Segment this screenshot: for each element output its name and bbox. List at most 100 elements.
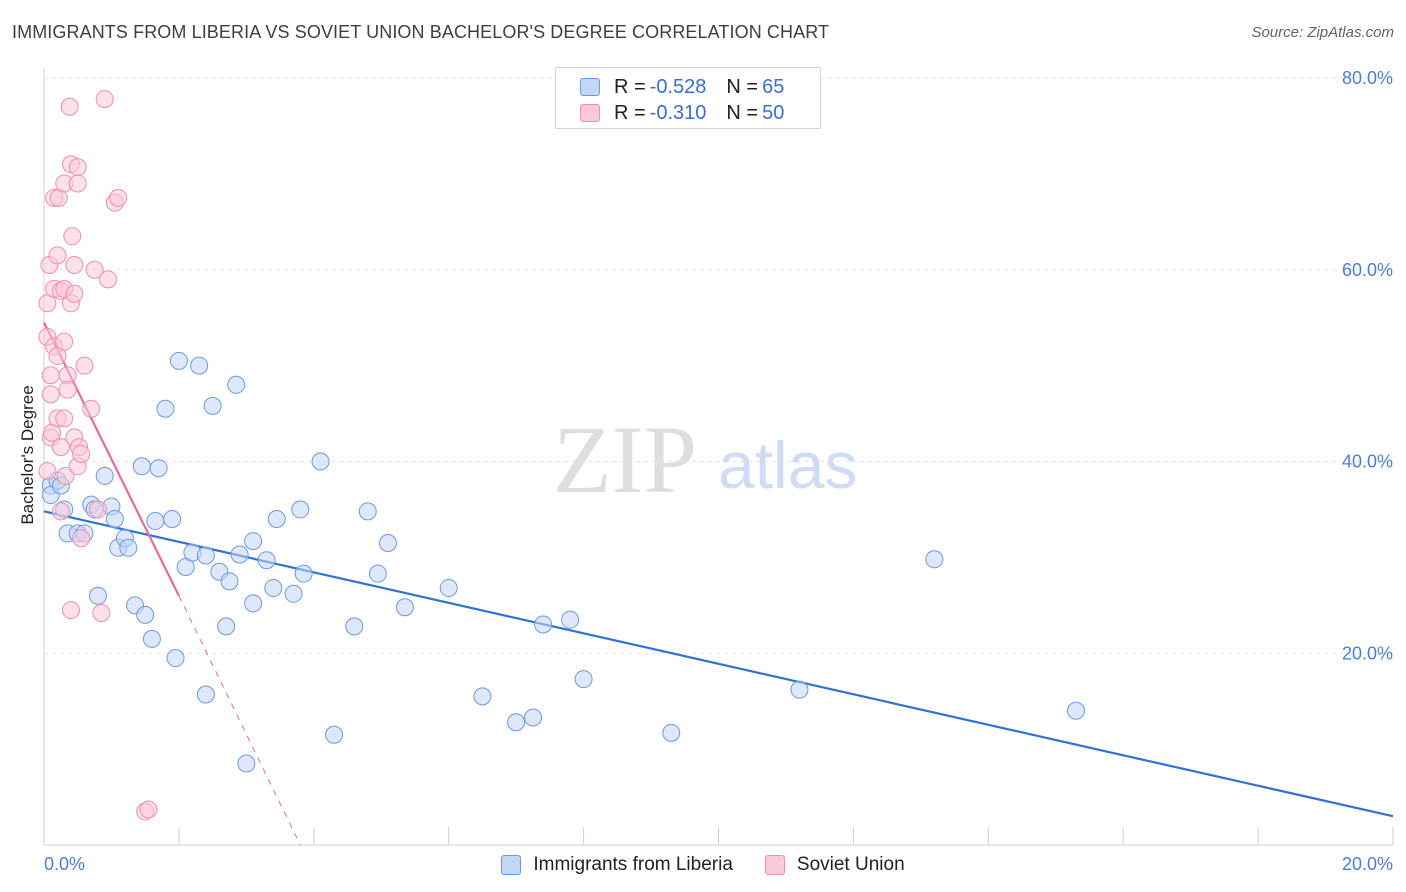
y-tick-labels: 20.0% 40.0% 60.0% 80.0% [1342, 68, 1393, 663]
watermark-atlas: atlas [718, 428, 857, 502]
stats-row-liberia: R = -0.528 N = 65 [580, 74, 784, 100]
point-liberia [244, 532, 263, 551]
point-soviet [109, 188, 128, 207]
bottom-legend: Immigrants from Liberia Soviet Union [0, 852, 1406, 878]
data-points [38, 90, 1085, 821]
legend-label-soviet: Soviet Union [796, 854, 905, 875]
y-tick-label: 80.0% [1342, 68, 1393, 88]
trendline-soviet-extension [178, 595, 301, 846]
point-liberia [925, 550, 944, 569]
point-soviet [72, 529, 91, 548]
point-liberia [291, 500, 310, 519]
point-soviet [85, 260, 104, 279]
point-soviet [65, 284, 84, 303]
point-soviet [56, 466, 75, 485]
point-liberia [507, 713, 526, 732]
x-tick-label: 20.0% [1342, 854, 1393, 874]
point-soviet [60, 97, 79, 116]
point-liberia [311, 452, 330, 471]
stats-r-value: -0.310 [649, 101, 707, 124]
point-liberia [163, 510, 182, 529]
point-liberia [217, 617, 236, 636]
point-liberia [378, 533, 397, 552]
point-soviet [72, 444, 91, 463]
point-liberia [105, 510, 124, 529]
point-liberia [156, 399, 175, 418]
point-liberia [264, 579, 283, 598]
y-tick-label: 20.0% [1342, 643, 1393, 663]
point-liberia [142, 629, 161, 648]
point-soviet [41, 366, 60, 385]
watermark-zip: ZIP [553, 406, 697, 513]
x-ticks: 0.0% 20.0% [43, 827, 1394, 874]
point-liberia [267, 510, 286, 529]
grid-lines [44, 77, 1393, 654]
legend-swatch-liberia [501, 855, 522, 875]
point-liberia [132, 457, 151, 476]
point-soviet [58, 380, 77, 399]
point-soviet [55, 409, 74, 428]
point-liberia [294, 564, 313, 583]
stats-swatch-liberia [580, 78, 600, 96]
point-liberia [136, 605, 155, 624]
legend-item-liberia[interactable]: Immigrants from Liberia [501, 854, 733, 876]
stats-row-soviet: R = -0.310 N = 50 [580, 100, 784, 126]
stats-n-label: N = [726, 101, 759, 124]
point-liberia [220, 572, 239, 591]
source-credit: Source: ZipAtlas.com [1251, 24, 1394, 41]
point-liberia [166, 649, 185, 668]
legend-label-liberia: Immigrants from Liberia [533, 854, 733, 875]
point-liberia [88, 586, 107, 605]
point-soviet [55, 332, 74, 351]
stats-n-value: 50 [762, 101, 785, 124]
stats-n-label: N = [726, 75, 759, 98]
point-liberia [1066, 701, 1085, 720]
point-liberia [284, 584, 303, 603]
watermark: ZIP atlas [553, 406, 857, 513]
point-liberia [237, 754, 256, 773]
stats-n-value: 65 [762, 75, 785, 98]
point-soviet [68, 158, 87, 177]
point-liberia [196, 685, 215, 704]
y-tick-label: 40.0% [1342, 452, 1393, 472]
point-liberia [325, 725, 344, 744]
stats-r-label: R = [614, 75, 646, 98]
point-liberia [574, 670, 593, 689]
point-liberia [196, 546, 215, 565]
point-soviet [75, 356, 94, 375]
point-soviet [41, 385, 60, 404]
point-liberia [230, 545, 249, 564]
x-tick-label: 0.0% [44, 854, 85, 874]
point-soviet [68, 174, 87, 193]
point-liberia [439, 579, 458, 598]
stats-r-value: -0.528 [649, 75, 707, 98]
point-soviet [82, 399, 101, 418]
y-tick-label: 60.0% [1342, 260, 1393, 280]
stats-legend: R = -0.528 N = 65 R = -0.310 N = 50 [555, 67, 821, 129]
point-soviet [51, 438, 70, 457]
point-liberia [244, 594, 263, 613]
y-axis-title: Bachelor's Degree [18, 385, 37, 524]
point-liberia [662, 723, 681, 742]
point-soviet [88, 500, 107, 519]
point-liberia [146, 511, 165, 530]
point-soviet [38, 462, 57, 481]
point-liberia [119, 538, 138, 557]
legend-item-soviet[interactable]: Soviet Union [764, 854, 905, 876]
point-liberia [790, 680, 809, 699]
point-liberia [190, 356, 209, 375]
point-liberia [203, 396, 222, 415]
point-liberia [227, 375, 246, 394]
point-liberia [534, 615, 553, 634]
point-soviet [95, 90, 114, 109]
point-liberia [358, 502, 377, 521]
point-soviet [92, 603, 111, 622]
point-liberia [524, 708, 543, 727]
point-soviet [63, 227, 82, 246]
point-liberia [257, 551, 276, 570]
legend-swatch-soviet [764, 855, 785, 875]
point-soviet [65, 255, 84, 274]
point-soviet [139, 800, 158, 819]
point-liberia [561, 610, 580, 629]
